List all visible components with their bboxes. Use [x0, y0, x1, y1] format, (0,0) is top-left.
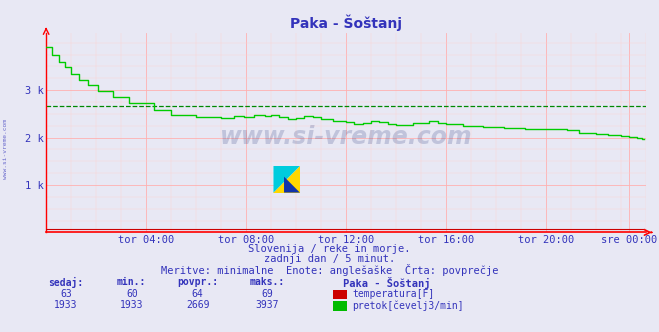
Text: 60: 60 [126, 289, 138, 299]
Text: 69: 69 [261, 289, 273, 299]
Polygon shape [284, 177, 300, 193]
Text: zadnji dan / 5 minut.: zadnji dan / 5 minut. [264, 254, 395, 264]
Text: temperatura[F]: temperatura[F] [353, 289, 435, 299]
Text: 1933: 1933 [54, 300, 78, 310]
Text: Paka - Šoštanj: Paka - Šoštanj [343, 277, 430, 289]
Title: Paka - Šoštanj: Paka - Šoštanj [290, 14, 402, 31]
Text: Slovenija / reke in morje.: Slovenija / reke in morje. [248, 244, 411, 254]
Text: povpr.:: povpr.: [177, 277, 218, 287]
Text: pretok[čevelj3/min]: pretok[čevelj3/min] [353, 300, 464, 311]
Text: sedaj:: sedaj: [48, 277, 84, 288]
Text: maks.:: maks.: [249, 277, 285, 287]
Text: www.si-vreme.com: www.si-vreme.com [3, 120, 9, 179]
Text: www.si-vreme.com: www.si-vreme.com [219, 125, 473, 149]
Text: 63: 63 [60, 289, 72, 299]
Polygon shape [273, 166, 300, 193]
Polygon shape [273, 166, 300, 193]
Text: 3937: 3937 [255, 300, 279, 310]
Text: Meritve: minimalne  Enote: anglešaške  Črta: povprečje: Meritve: minimalne Enote: anglešaške Črt… [161, 264, 498, 276]
Text: 1933: 1933 [120, 300, 144, 310]
Text: 64: 64 [192, 289, 204, 299]
Text: min.:: min.: [117, 277, 146, 287]
Text: 2669: 2669 [186, 300, 210, 310]
